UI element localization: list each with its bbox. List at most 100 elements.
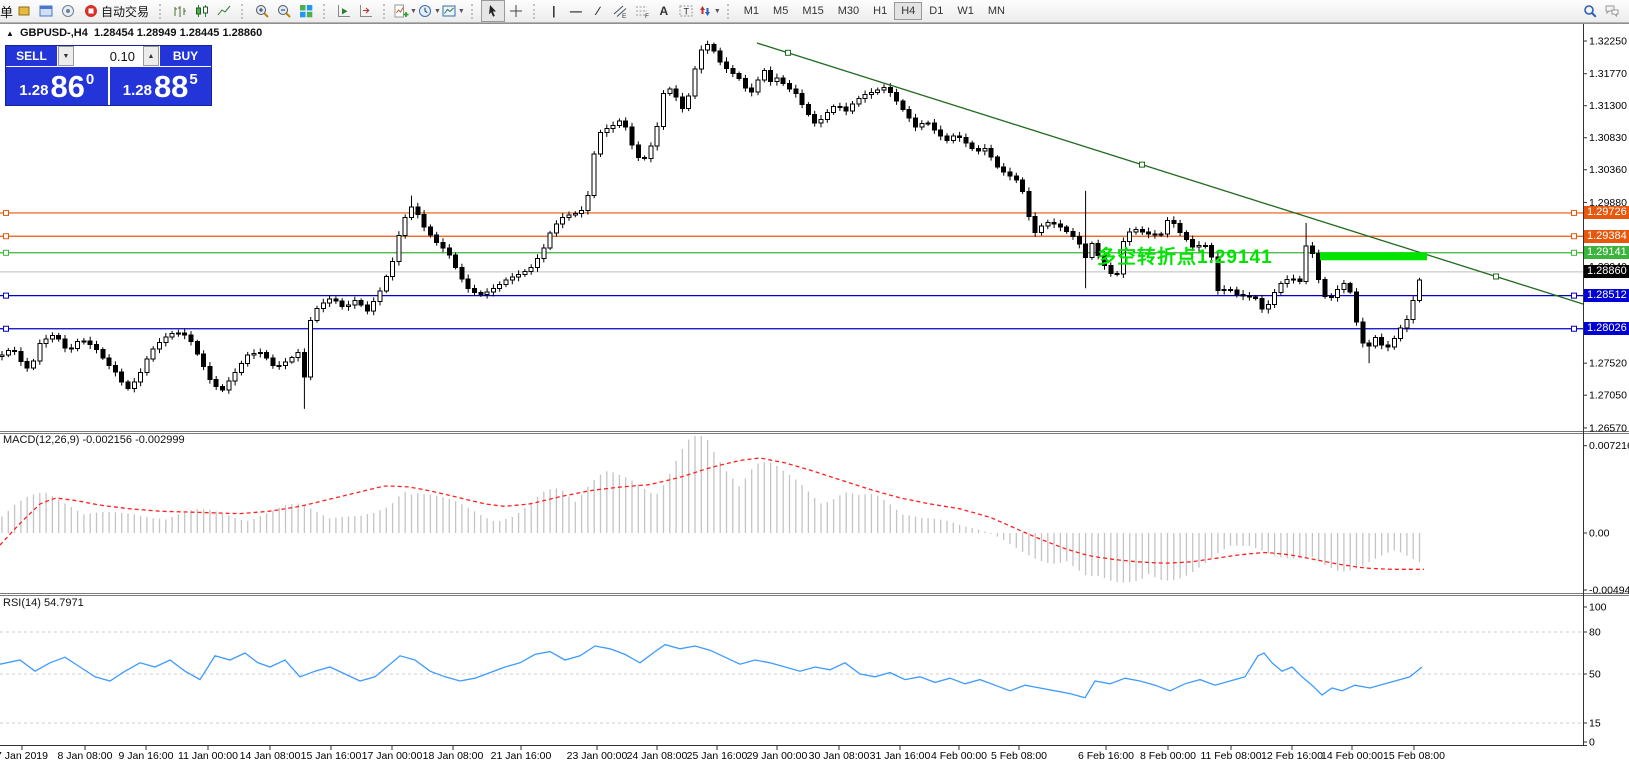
candlestick-chart-icon[interactable] — [191, 1, 213, 21]
candle-body — [169, 333, 175, 338]
candle-body — [1398, 327, 1404, 339]
hline-marker[interactable] — [3, 233, 9, 240]
candle-body — [648, 145, 654, 160]
zoom-in-icon[interactable] — [251, 1, 273, 21]
hline-marker[interactable] — [1571, 292, 1577, 299]
timeframe-d1-button[interactable]: D1 — [929, 5, 944, 17]
periods-button[interactable]: ▼ — [417, 1, 441, 21]
toolbar-separator — [726, 3, 733, 19]
hline-marker[interactable] — [3, 249, 9, 256]
crosshair-button[interactable] — [505, 1, 527, 21]
candle-body — [396, 235, 402, 262]
candle-body — [1057, 223, 1063, 228]
candle-body — [371, 301, 377, 312]
candle-body — [472, 287, 477, 294]
candle-body — [1265, 304, 1271, 310]
candle-body — [1309, 245, 1315, 255]
symbol-period-label: GBPUSD-,H4 — [19, 27, 88, 39]
horizontal-line-button[interactable]: — — [569, 4, 582, 18]
candle-body — [346, 304, 351, 307]
hline-marker[interactable] — [3, 325, 9, 332]
candle-body — [232, 372, 238, 382]
descending-trendline[interactable] — [756, 42, 1584, 305]
zoom-out-icon[interactable] — [273, 1, 295, 21]
price-axis-tick: 1.26570 — [1589, 422, 1627, 434]
date-axis-label: 24 Jan 08:00 — [627, 750, 688, 762]
turning-point-highlight-bar[interactable] — [1320, 252, 1427, 261]
hline-marker[interactable] — [3, 209, 9, 216]
candle-body — [402, 217, 408, 237]
timeframe-h1-button[interactable]: H1 — [873, 5, 888, 17]
tile-windows-icon[interactable] — [295, 1, 317, 21]
volume-decrease-button[interactable]: ▼ — [58, 46, 74, 66]
timeframe-w1-button[interactable]: W1 — [957, 5, 974, 17]
profiles-icon[interactable] — [35, 1, 57, 21]
trendline-button[interactable]: ∕ — [596, 4, 599, 18]
hline-marker[interactable] — [1571, 325, 1577, 332]
timeframe-mn-button[interactable]: MN — [987, 5, 1005, 17]
buy-price-button[interactable]: 1.28 88 5 — [110, 67, 212, 105]
candle-body — [31, 360, 36, 369]
date-axis-label: 14 Feb 00:00 — [1321, 750, 1383, 762]
hline-marker[interactable] — [1571, 249, 1577, 256]
new-order-button[interactable]: 单 — [0, 4, 13, 20]
timeframe-m15-button[interactable]: M15 — [802, 5, 824, 17]
auto-scroll-icon[interactable] — [333, 1, 355, 21]
dropdown-arrow-icon[interactable]: ▼ — [457, 7, 465, 15]
toolbar-separator — [470, 3, 477, 19]
cursor-button[interactable] — [480, 0, 505, 22]
turning-point-annotation[interactable]: 多空转折点1.29141 — [1097, 247, 1273, 268]
candle-body — [957, 135, 963, 139]
candle-body — [339, 300, 345, 307]
candle-body — [1385, 344, 1391, 348]
dropdown-arrow-icon[interactable]: ▼ — [713, 7, 721, 15]
candle-body — [1272, 291, 1278, 306]
candle-body — [1076, 235, 1082, 245]
volume-increase-button[interactable]: ▲ — [143, 46, 159, 66]
trendline-marker[interactable] — [785, 49, 791, 56]
templates-button[interactable]: ▼ — [441, 1, 465, 21]
buy-button[interactable]: BUY — [159, 46, 211, 66]
candle-body — [1328, 295, 1334, 298]
chart-shift-icon[interactable] — [355, 1, 377, 21]
candle-body — [5, 349, 11, 356]
volume-input[interactable]: 0.10 — [74, 46, 143, 66]
timeframe-m30-button[interactable]: M30 — [837, 5, 860, 17]
indicators-button[interactable]: ▼ — [393, 1, 417, 21]
chat-icon[interactable] — [1601, 1, 1623, 21]
date-axis-label: 15 Feb 08:00 — [1383, 750, 1445, 762]
timeframe-m5-button[interactable]: M5 — [773, 5, 789, 17]
arrows-button[interactable]: ▼ — [697, 1, 721, 21]
fibonacci-button[interactable]: F — [631, 1, 653, 21]
candle-body — [711, 44, 717, 52]
text-label-button[interactable]: T — [675, 1, 697, 21]
equidistant-channel-button[interactable]: E — [609, 1, 631, 21]
new-chart-icon[interactable] — [13, 1, 35, 21]
hline-marker[interactable] — [1571, 209, 1577, 216]
data-window-icon[interactable] — [57, 1, 79, 21]
search-icon[interactable] — [1579, 1, 1601, 21]
dropdown-arrow-icon[interactable]: ▼ — [433, 7, 441, 15]
timeframe-h4-button[interactable]: H4 — [894, 2, 923, 20]
bar-chart-icon[interactable] — [169, 1, 191, 21]
vertical-line-button[interactable]: | — [552, 4, 556, 18]
rsi-indicator-label: RSI(14) 54.7971 — [3, 597, 84, 609]
candle-body — [1108, 264, 1114, 275]
candle-body — [465, 278, 471, 289]
line-chart-icon[interactable] — [213, 1, 235, 21]
timeframe-m1-button[interactable]: M1 — [743, 5, 760, 17]
dropdown-arrow-icon[interactable]: ▼ — [410, 7, 417, 15]
candle-body — [131, 381, 137, 389]
trendline-marker[interactable] — [1493, 273, 1499, 280]
hline-marker[interactable] — [3, 292, 9, 299]
candle-body — [1007, 171, 1013, 177]
sell-button[interactable]: SELL — [6, 46, 58, 66]
sell-price-button[interactable]: 1.28 86 0 — [6, 67, 110, 105]
candle-body — [1391, 337, 1397, 348]
autotrading-button[interactable]: 自动交易 — [79, 1, 153, 21]
text-button[interactable]: A — [659, 4, 669, 18]
trendline-marker[interactable] — [1139, 161, 1145, 168]
date-axis-label: 15 Jan 16:00 — [301, 750, 362, 762]
hline-marker[interactable] — [1571, 233, 1577, 240]
